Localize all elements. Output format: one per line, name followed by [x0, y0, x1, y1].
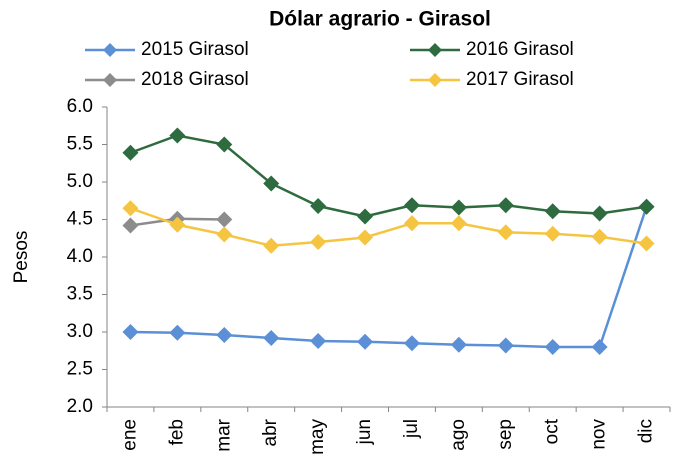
x-tick-label: sep	[495, 419, 516, 450]
x-tick-label: jul	[401, 419, 422, 439]
marker	[263, 175, 280, 192]
y-tick-label: 2.5	[67, 359, 93, 380]
marker	[357, 333, 374, 350]
marker	[450, 215, 467, 232]
marker	[591, 205, 608, 222]
marker	[497, 197, 514, 214]
marker	[497, 224, 514, 241]
y-tick-label: 5.0	[67, 171, 93, 192]
legend-label: 2016 Girasol	[466, 39, 574, 60]
marker	[638, 198, 655, 215]
marker	[544, 203, 561, 220]
marker	[450, 336, 467, 353]
marker	[403, 197, 420, 214]
marker	[263, 330, 280, 346]
marker	[638, 235, 655, 252]
y-tick-label: 6.0	[67, 96, 93, 117]
y-axis-label: Pesos	[11, 231, 32, 284]
x-tick-label: oct	[542, 418, 563, 444]
marker	[122, 324, 139, 340]
marker	[544, 339, 561, 355]
y-tick-label: 5.5	[67, 134, 93, 155]
series-line	[130, 207, 647, 248]
x-tick-label: dic	[636, 419, 657, 443]
series-line	[130, 206, 648, 349]
marker	[216, 211, 233, 228]
x-tick-label: ene	[119, 419, 140, 451]
marker	[450, 199, 467, 216]
legend-label: 2015 Girasol	[141, 39, 249, 60]
marker	[591, 339, 608, 355]
y-tick-label: 3.0	[67, 321, 93, 342]
marker	[216, 327, 233, 343]
marker	[357, 229, 374, 246]
x-tick-label: may	[307, 419, 328, 455]
marker	[310, 234, 327, 250]
marker	[357, 208, 374, 225]
legend-marker	[103, 43, 117, 57]
x-tick-label: jun	[354, 419, 375, 445]
y-tick-label: 4.5	[67, 209, 93, 230]
x-tick-label: abr	[260, 418, 281, 446]
x-tick-label: feb	[166, 419, 187, 445]
legend-marker	[428, 73, 442, 87]
series-line	[130, 134, 647, 218]
marker	[169, 127, 186, 144]
marker	[403, 335, 420, 352]
x-tick-label: mar	[213, 418, 234, 451]
marker	[263, 237, 280, 254]
marker	[403, 215, 420, 232]
legend-marker	[103, 73, 117, 87]
marker	[169, 324, 186, 341]
marker	[122, 217, 139, 234]
y-tick-label: 2.0	[67, 396, 93, 417]
marker	[310, 333, 327, 349]
marker	[544, 225, 561, 242]
marker	[216, 226, 233, 243]
legend-label: 2017 Girasol	[466, 69, 574, 90]
x-tick-label: nov	[589, 419, 610, 450]
legend-marker	[428, 43, 442, 57]
marker	[310, 198, 327, 214]
marker	[122, 200, 139, 217]
marker	[122, 144, 139, 161]
legend-label: 2018 Girasol	[141, 69, 249, 90]
y-tick-label: 3.5	[67, 284, 93, 305]
marker	[216, 136, 233, 153]
marker	[591, 228, 608, 245]
chart-title: Dólar agrario - Girasol	[269, 8, 491, 31]
marker	[169, 216, 186, 233]
y-tick-label: 4.0	[67, 246, 93, 267]
marker	[497, 337, 514, 354]
x-tick-label: ago	[448, 419, 469, 451]
